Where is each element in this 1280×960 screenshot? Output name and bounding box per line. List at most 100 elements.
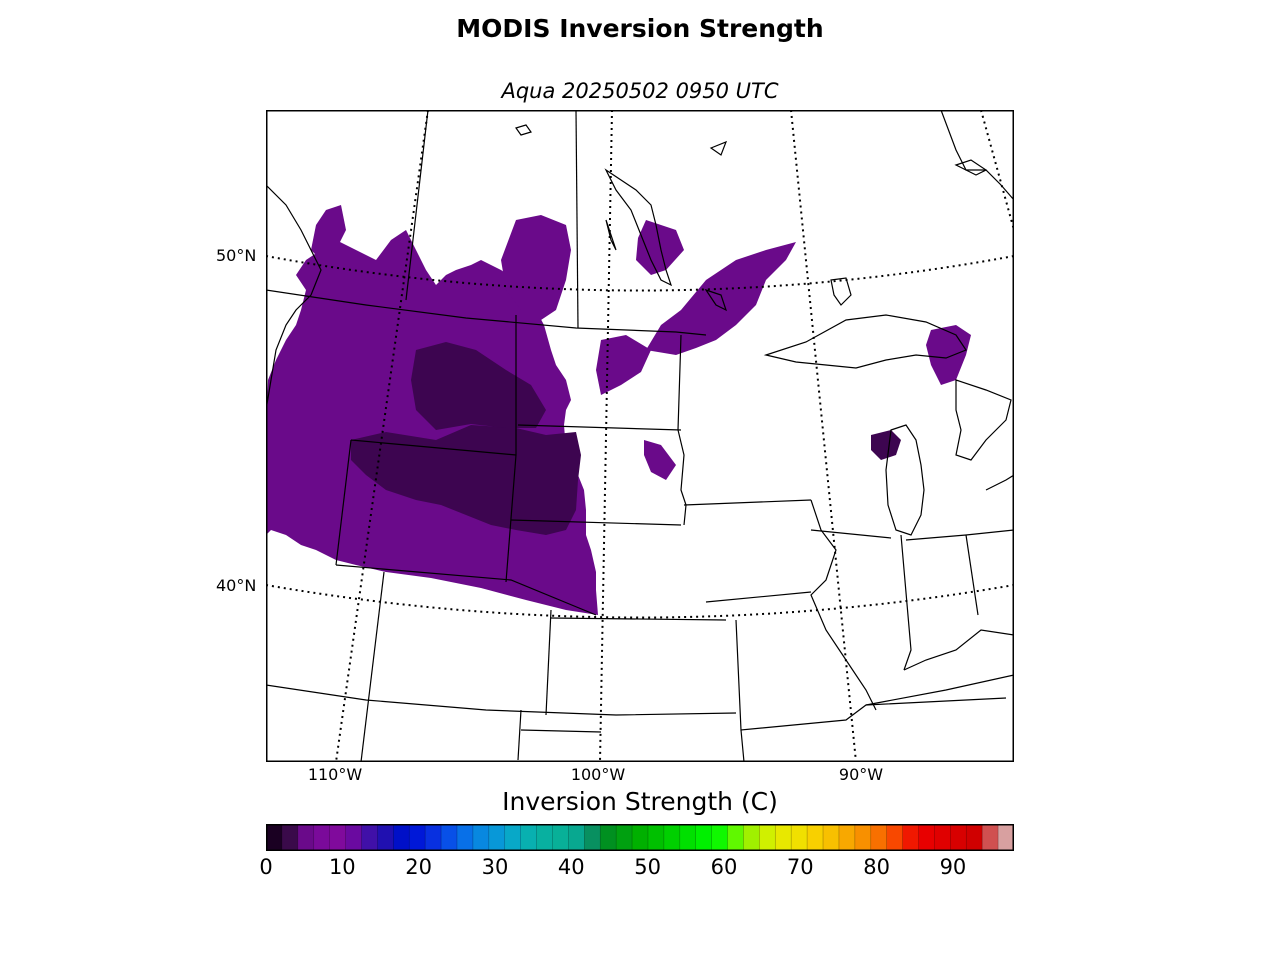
inversion-region-mi-patch	[871, 430, 901, 460]
inversion-region-east-patch	[596, 335, 651, 395]
colorbar	[266, 824, 1015, 851]
colorbar-swatch	[934, 824, 951, 851]
colorbar-tick-label: 80	[863, 855, 890, 879]
colorbar-swatch	[982, 824, 999, 851]
co-border	[335, 564, 597, 616]
meridian-100w	[599, 110, 613, 762]
colorbar-swatch	[998, 824, 1015, 851]
lon-label-90w: 90°W	[838, 765, 884, 784]
ky-border	[903, 629, 1014, 671]
colorbar-swatch	[663, 824, 681, 851]
colorbar-swatch	[409, 824, 426, 851]
colorbar-swatch	[281, 824, 299, 851]
colorbar-swatch	[361, 824, 378, 851]
inversion-region-dark-2	[411, 342, 546, 430]
colorbar-swatch	[600, 824, 617, 851]
lat-label-50n: 50°N	[216, 246, 257, 265]
ne-north-border	[510, 519, 682, 526]
colorbar-swatch	[838, 824, 856, 851]
colorbar-swatch	[647, 824, 665, 851]
inversion-region-nd-patch	[644, 440, 676, 480]
parallel-40n	[266, 584, 1014, 619]
colorbar-swatch	[456, 824, 474, 851]
colorbar-swatch	[743, 824, 760, 851]
lake-erie	[985, 474, 1014, 491]
meridian-90w	[790, 110, 857, 762]
sask-manitoba-border	[575, 110, 579, 329]
colorbar-swatch	[854, 824, 872, 851]
colorbar-swatch	[886, 824, 904, 851]
colorbar-swatch	[966, 824, 983, 851]
il-in-border	[900, 534, 912, 671]
colorbar-tick-label: 90	[939, 855, 967, 879]
colorbar-tick-label: 0	[259, 855, 273, 879]
inversion-region-dark	[351, 425, 581, 535]
canada-us-border	[266, 289, 707, 336]
map-panel	[266, 110, 1014, 762]
colorbar-tick-label: 60	[710, 855, 738, 879]
small-lake-1	[515, 124, 532, 136]
colorbar-tick-label: 10	[328, 855, 356, 879]
lake-outlines	[515, 110, 1014, 536]
political-boundaries	[266, 110, 1014, 762]
colorbar-swatch	[297, 824, 315, 851]
lake-huron	[955, 379, 1012, 461]
colorbar-swatch	[807, 824, 824, 851]
colorbar-swatch	[870, 824, 888, 851]
lake-superior	[763, 314, 967, 369]
colorbar-tick-label: 30	[481, 855, 509, 879]
colorbar-tick-label: 20	[405, 855, 432, 879]
colorbar-outline	[266, 824, 1014, 851]
colorbar-tick-label: 40	[557, 855, 585, 879]
colorbar-swatch	[632, 824, 649, 851]
lon-label-100w: 100°W	[570, 765, 626, 784]
colorbar-title: Inversion Strength (C)	[502, 787, 778, 816]
colorbar-swatch	[393, 824, 410, 851]
ok-north-border	[266, 684, 737, 716]
colorbar-swatch	[441, 824, 458, 851]
lake-of-woods	[704, 288, 728, 312]
colorbar-swatch	[313, 824, 331, 851]
map-subtitle: Aqua 20250502 0950 UTC	[501, 79, 779, 103]
inversion-region-northwest	[311, 205, 346, 260]
lake-nipigon	[830, 277, 852, 306]
colorbar-swatch	[266, 824, 283, 851]
ok-panhandle	[517, 709, 522, 761]
map-title: MODIS Inversion Strength	[456, 14, 824, 43]
wy-north-border	[350, 439, 517, 456]
lat-label-40n: 40°N	[216, 576, 257, 595]
ks-west-border	[545, 609, 552, 716]
mn-border	[677, 334, 687, 526]
colorbar-swatch	[695, 824, 713, 851]
parallel-50n	[266, 255, 1014, 292]
ia-north	[683, 499, 812, 506]
colorbar-swatch	[425, 824, 442, 851]
colorbar-swatch	[711, 824, 729, 851]
colorbar-swatch	[727, 824, 744, 851]
colorbar-swatch	[679, 824, 697, 851]
co-west	[360, 571, 385, 762]
colorbar-tick-label: 70	[786, 855, 814, 879]
map-border	[266, 110, 1014, 762]
meridian-110w	[335, 110, 429, 762]
colorbar-swatch	[520, 824, 538, 851]
inversion-region-northeast	[646, 242, 796, 355]
map-canvas	[266, 110, 1014, 762]
colorbar-swatch	[950, 824, 967, 851]
colorbar-swatch	[568, 824, 585, 851]
colorbar-swatch	[775, 824, 792, 851]
sd-north-border	[517, 424, 682, 431]
ar-border	[740, 729, 745, 762]
inversion-region-north	[501, 215, 571, 320]
lon-label-110w: 110°W	[307, 765, 363, 784]
colorbar-swatch	[823, 824, 840, 851]
colorbar-swatches	[266, 824, 1015, 851]
in-oh-border	[965, 534, 979, 616]
colorbar-swatch	[472, 824, 490, 851]
meridian-80w	[980, 110, 1014, 231]
colorbar-swatch	[377, 824, 394, 851]
wy-east-border	[505, 454, 517, 583]
colorbar-swatch	[902, 824, 920, 851]
colorbar-swatch	[552, 824, 569, 851]
ne-south-border	[550, 617, 727, 621]
